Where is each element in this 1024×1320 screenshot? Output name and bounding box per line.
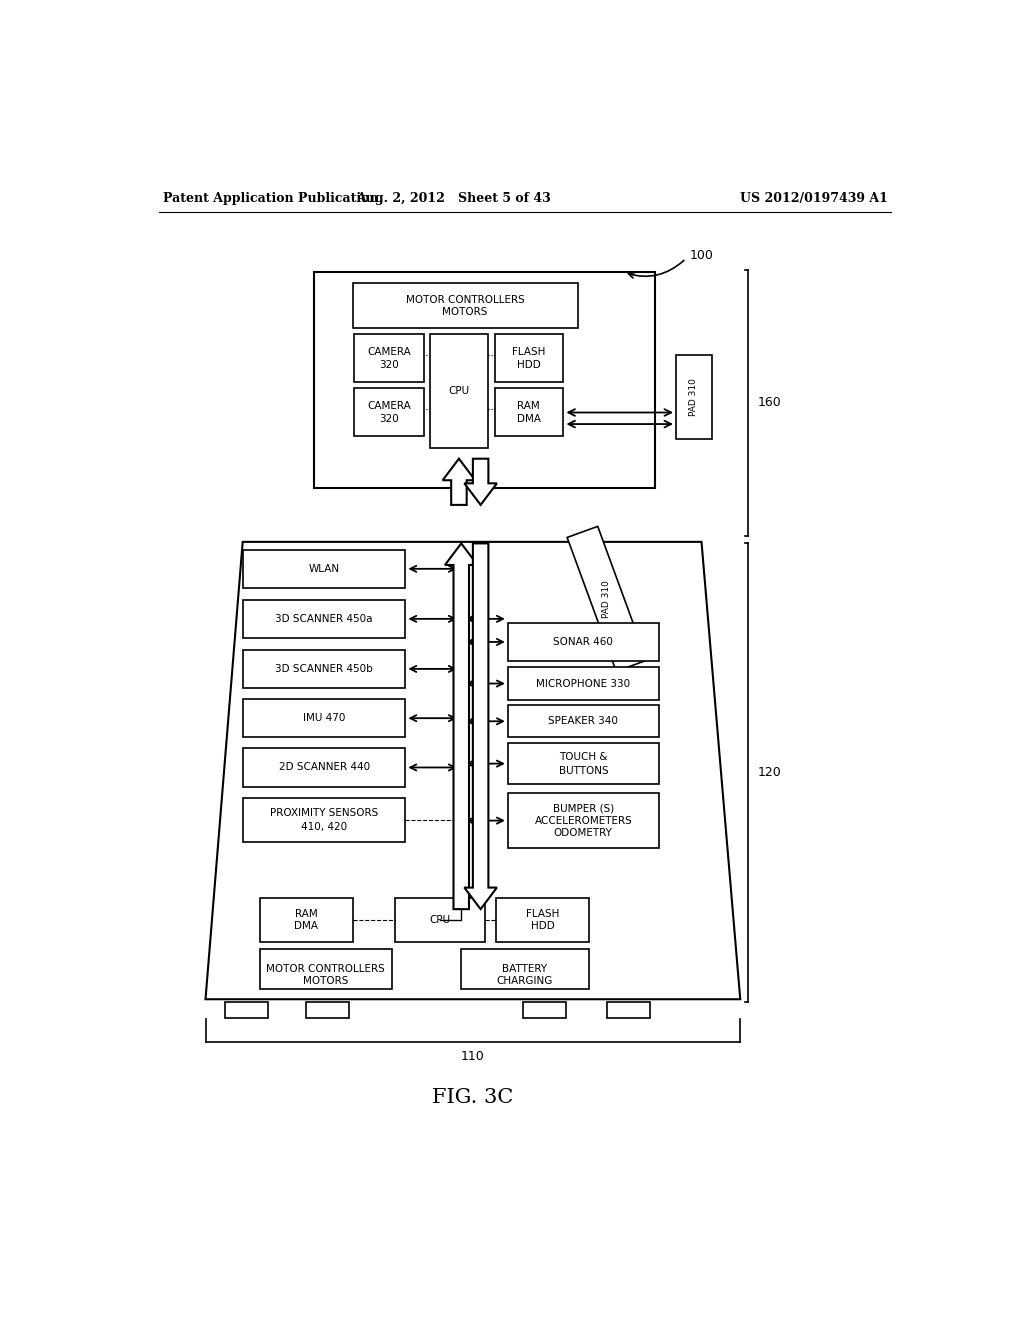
Text: PAD 310: PAD 310	[689, 378, 698, 416]
Text: US 2012/0197439 A1: US 2012/0197439 A1	[739, 191, 888, 205]
Polygon shape	[464, 459, 497, 506]
Polygon shape	[445, 544, 477, 909]
Text: SONAR 460: SONAR 460	[553, 638, 613, 647]
Text: CAMERA: CAMERA	[368, 347, 411, 358]
Text: PROXIMITY SENSORS: PROXIMITY SENSORS	[270, 808, 378, 818]
Bar	[508, 705, 658, 738]
Bar	[607, 1002, 649, 1019]
Bar	[243, 649, 406, 688]
Text: 320: 320	[379, 360, 399, 370]
Text: IMU 470: IMU 470	[303, 713, 345, 723]
Text: CPU: CPU	[449, 385, 470, 396]
Bar	[314, 272, 655, 488]
Text: PAD 310: PAD 310	[602, 579, 611, 618]
Text: CHARGING: CHARGING	[497, 975, 553, 986]
Text: BATTERY: BATTERY	[502, 964, 548, 974]
Bar	[260, 949, 391, 989]
Bar	[243, 700, 406, 738]
Text: SPEAKER 340: SPEAKER 340	[549, 717, 618, 726]
Text: TOUCH &: TOUCH &	[559, 751, 607, 762]
Text: BUMPER (S): BUMPER (S)	[553, 804, 614, 813]
Bar	[352, 284, 578, 327]
Text: Aug. 2, 2012   Sheet 5 of 43: Aug. 2, 2012 Sheet 5 of 43	[356, 191, 551, 205]
Text: FLASH: FLASH	[526, 908, 559, 919]
Text: CAMERA: CAMERA	[368, 401, 411, 412]
Text: 3D SCANNER 450b: 3D SCANNER 450b	[275, 664, 373, 675]
Bar	[523, 1002, 566, 1019]
Bar	[495, 334, 563, 381]
Bar	[306, 1002, 349, 1019]
Text: 160: 160	[758, 396, 781, 409]
Text: Patent Application Publication: Patent Application Publication	[163, 191, 379, 205]
Polygon shape	[442, 459, 475, 506]
Bar	[243, 797, 406, 842]
Text: 3D SCANNER 450a: 3D SCANNER 450a	[275, 614, 373, 624]
Bar	[508, 623, 658, 661]
Bar	[225, 1002, 267, 1019]
Bar	[495, 388, 563, 436]
Bar	[243, 748, 406, 787]
Text: MOTORS: MOTORS	[303, 975, 348, 986]
Text: DMA: DMA	[294, 921, 318, 931]
Text: RAM: RAM	[517, 401, 540, 412]
Polygon shape	[464, 544, 497, 909]
Text: RAM: RAM	[295, 908, 317, 919]
Bar	[567, 527, 647, 672]
Text: HDD: HDD	[530, 921, 555, 931]
Text: 110: 110	[461, 1049, 484, 1063]
Text: USB and/or GBIT Ethernet: USB and/or GBIT Ethernet	[462, 671, 470, 779]
Bar	[243, 549, 406, 589]
Bar	[496, 898, 589, 942]
Text: MOTOR CONTROLLERS: MOTOR CONTROLLERS	[406, 296, 524, 305]
Bar	[243, 599, 406, 638]
Text: DMA: DMA	[517, 413, 541, 424]
Bar	[461, 949, 589, 989]
Text: CPU: CPU	[429, 915, 451, 925]
Bar	[508, 793, 658, 849]
Bar	[508, 668, 658, 700]
Bar	[260, 898, 352, 942]
Text: 2D SCANNER 440: 2D SCANNER 440	[279, 763, 370, 772]
Text: ODOMETRY: ODOMETRY	[554, 828, 612, 838]
Polygon shape	[206, 543, 740, 999]
Text: MICROPHONE 330: MICROPHONE 330	[537, 678, 631, 689]
Bar	[354, 334, 424, 381]
Text: ACCELEROMETERS: ACCELEROMETERS	[535, 816, 632, 825]
Bar	[354, 388, 424, 436]
Text: MOTOR CONTROLLERS: MOTOR CONTROLLERS	[266, 964, 385, 974]
Bar	[430, 334, 488, 447]
Text: 410, 420: 410, 420	[301, 822, 347, 832]
Text: FLASH: FLASH	[512, 347, 546, 358]
Text: 100: 100	[690, 249, 714, 261]
Text: 320: 320	[379, 413, 399, 424]
Text: FIG. 3C: FIG. 3C	[432, 1088, 513, 1107]
Text: BUTTONS: BUTTONS	[558, 766, 608, 776]
Text: HDD: HDD	[517, 360, 541, 370]
Bar	[508, 743, 658, 784]
Text: 120: 120	[758, 766, 781, 779]
Text: WLAN: WLAN	[308, 564, 340, 574]
Bar	[676, 355, 712, 440]
Bar	[395, 898, 484, 942]
Text: MOTORS: MOTORS	[442, 308, 487, 317]
